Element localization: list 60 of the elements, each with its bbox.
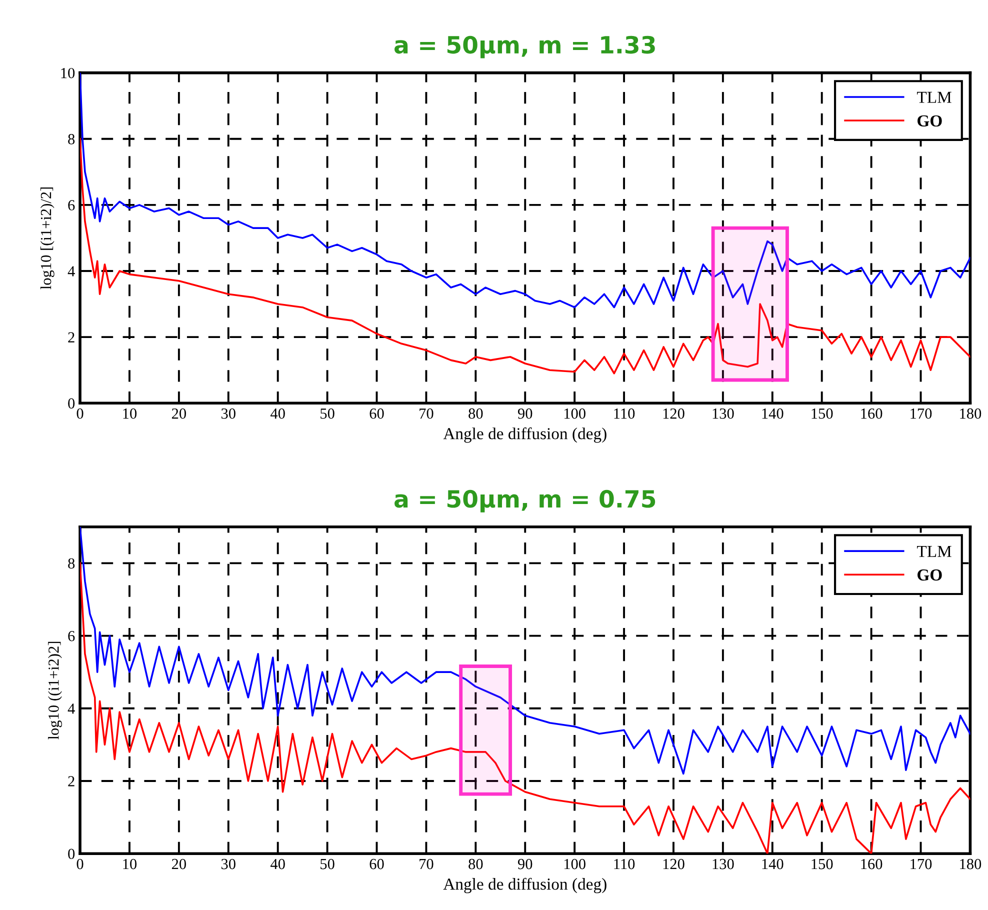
x-tick-label: 40 [270,858,285,870]
x-tick-label: 20 [172,858,186,870]
x-tick-label: 20 [172,408,186,419]
x-tick-label: 110 [614,858,635,870]
x-tick-label: 80 [468,858,483,870]
x-tick-label: 150 [812,858,833,870]
x-axis-title: Angle de diffusion (deg) [443,427,606,443]
x-tick-label: 150 [812,408,833,419]
legend-label: GO [918,569,942,581]
x-tick-label: 70 [420,858,434,870]
y-tick-label: 8 [68,134,75,144]
x-tick-label: 120 [663,858,684,870]
x-tick-label: 80 [468,408,483,419]
x-axis-title: Angle de diffusion (deg) [443,878,606,894]
y-tick-label: 6 [68,200,75,210]
x-tick-label: 120 [663,408,684,419]
y-tick-label: 4 [68,266,75,276]
x-tick-label: 160 [861,858,882,870]
y-tick-label: 0 [68,398,75,409]
y-tick-label: 6 [68,630,75,642]
x-tick-label: 140 [762,408,784,419]
x-tick-label: 160 [861,408,882,419]
x-tick-label: 170 [910,408,932,419]
legend-label: TLM [917,546,952,557]
x-tick-label: 130 [712,858,734,870]
x-tick-label: 180 [960,408,982,419]
y-axis-title: log10 [(i1+i2)/2] [40,187,54,290]
y-tick-label: 2 [68,776,74,786]
chart-title: a = 50μm, m = 0.75 [394,490,656,512]
x-tick-label: 90 [518,408,532,419]
x-tick-label: 50 [320,408,334,419]
x-tick-label: 130 [712,408,734,419]
x-tick-label: 140 [762,858,784,870]
y-tick-label: 10 [61,68,75,78]
x-tick-label: 30 [221,408,236,419]
x-tick-label: 100 [564,858,586,870]
line-series [80,138,970,374]
legend-label: GO [918,115,942,127]
x-tick-label: 0 [76,858,84,870]
y-tick-label: 2 [68,332,74,342]
x-tick-label: 60 [370,858,384,870]
y-tick-label: 4 [68,704,75,714]
x-tick-label: 50 [320,858,334,870]
x-tick-label: 30 [221,858,236,870]
x-tick-label: 100 [564,408,586,419]
legend-label: TLM [917,92,952,103]
x-tick-label: 90 [518,858,532,870]
y-axis-title: log10 ((i1+i2)2] [48,642,62,740]
x-tick-label: 10 [123,858,137,870]
x-tick-label: 40 [270,408,285,419]
x-tick-label: 10 [123,408,137,419]
x-tick-label: 60 [370,408,384,419]
x-tick-label: 70 [420,408,434,419]
y-tick-label: 8 [68,558,75,569]
chart-title: a = 50μm, m = 1.33 [394,36,655,58]
x-tick-label: 180 [960,858,982,870]
x-tick-label: 0 [76,408,84,419]
y-tick-label: 0 [68,848,75,860]
x-tick-label: 110 [614,408,635,419]
x-tick-label: 170 [910,858,932,870]
